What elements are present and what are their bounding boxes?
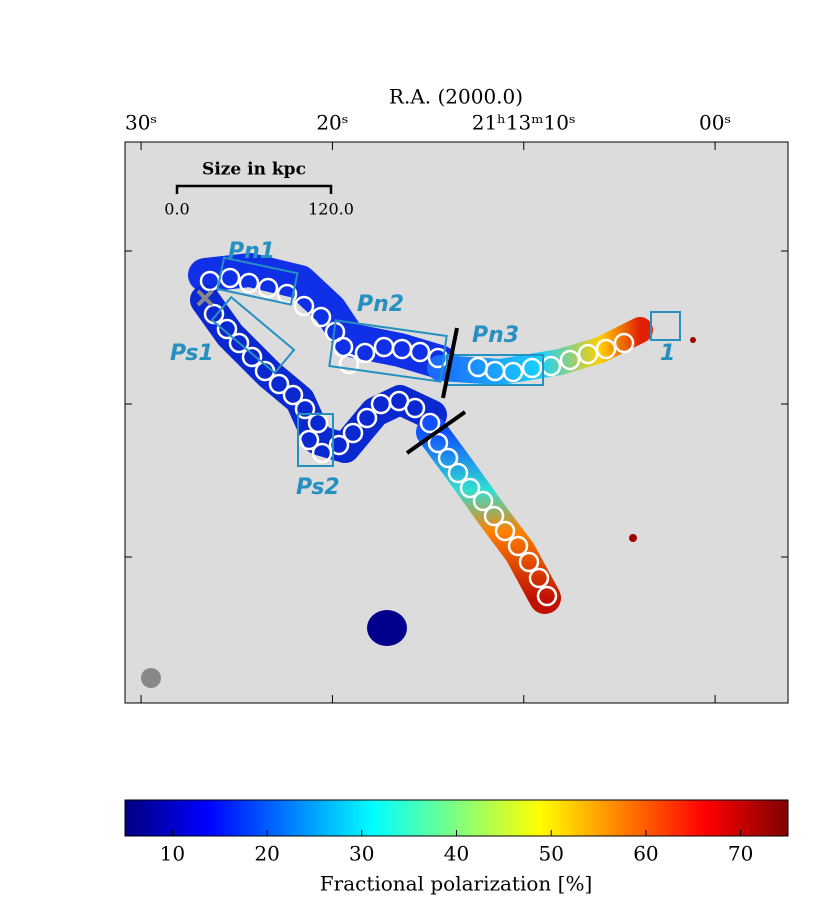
region-boxes — [210, 256, 681, 467]
scale-end: 120.0 — [308, 200, 354, 219]
annotation: Pn3 — [472, 323, 519, 348]
x-tick-label: 20ˢ — [316, 111, 348, 135]
colorbar-tick-label: 30 — [349, 842, 374, 866]
x-tick-label: 21ʰ13ᵐ10ˢ — [472, 111, 576, 135]
x-axis-title: R.A. (2000.0) — [389, 85, 523, 109]
sampling-circles — [199, 267, 635, 607]
core-marker — [196, 289, 214, 307]
x-tick-label: 30ˢ — [125, 111, 157, 135]
colorbar-tick-label: 40 — [444, 842, 469, 866]
beam — [141, 668, 161, 688]
colorbar-tick-label: 50 — [538, 842, 563, 866]
scale-bar: Size in kpc 0.0 120.0 — [164, 160, 354, 219]
cut-lines — [405, 327, 467, 455]
colorbar-tick-label: 20 — [254, 842, 279, 866]
colorbar-tick-label: 70 — [728, 842, 753, 866]
annotation: Ps1 — [170, 341, 214, 366]
colorbar-tick-label: 60 — [633, 842, 658, 866]
annotation: 1 — [660, 341, 675, 366]
colorbar-label: Fractional polarization [%] — [320, 872, 593, 896]
colorbar-tick-label: 10 — [160, 842, 185, 866]
y-ticks — [125, 250, 788, 558]
scale-start: 0.0 — [164, 200, 189, 219]
annotation: Pn2 — [357, 292, 404, 317]
annotation: Ps2 — [296, 475, 340, 500]
x-tick-label: 00ˢ — [699, 111, 731, 135]
scale-title: Size in kpc — [202, 160, 306, 180]
plot-frame — [124, 141, 789, 704]
annotation: Pn1 — [228, 239, 275, 264]
